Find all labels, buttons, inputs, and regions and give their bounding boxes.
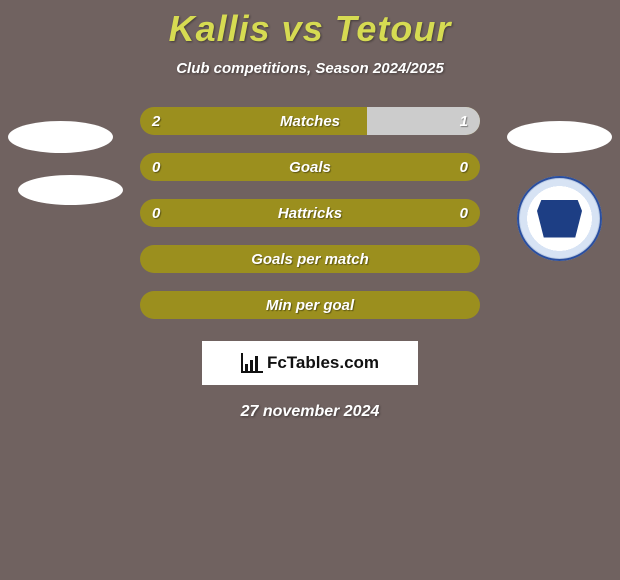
stat-row-hattricks: 0 Hattricks 0 — [140, 199, 480, 227]
player-right-avatar — [507, 121, 612, 153]
player-left-avatar — [8, 121, 113, 153]
subtitle: Club competitions, Season 2024/2025 — [0, 60, 620, 77]
page-title: Kallis vs Tetour — [0, 0, 620, 50]
stat-left-value: 0 — [152, 159, 160, 176]
stat-row-matches: 2 Matches 1 — [140, 107, 480, 135]
stat-label: Min per goal — [140, 297, 480, 314]
team-left-badge — [18, 175, 123, 205]
stat-row-goals-per-match: Goals per match — [140, 245, 480, 273]
stat-label: Goals per match — [140, 251, 480, 268]
logo-text: FcTables.com — [267, 353, 379, 373]
fctables-logo[interactable]: FcTables.com — [202, 341, 418, 385]
stat-right-value: 0 — [460, 159, 468, 176]
team-right-badge — [517, 176, 602, 261]
bar-chart-icon — [241, 353, 263, 373]
stat-row-min-per-goal: Min per goal — [140, 291, 480, 319]
stat-row-goals: 0 Goals 0 — [140, 153, 480, 181]
stat-right-value: 0 — [460, 205, 468, 222]
stat-label: Hattricks — [140, 205, 480, 222]
stat-label: Goals — [140, 159, 480, 176]
team-right-badge-shape — [537, 200, 582, 238]
stat-right-value: 1 — [460, 113, 468, 130]
stat-left-value: 2 — [152, 113, 160, 130]
date-text: 27 november 2024 — [0, 403, 620, 421]
stat-left-value: 0 — [152, 205, 160, 222]
